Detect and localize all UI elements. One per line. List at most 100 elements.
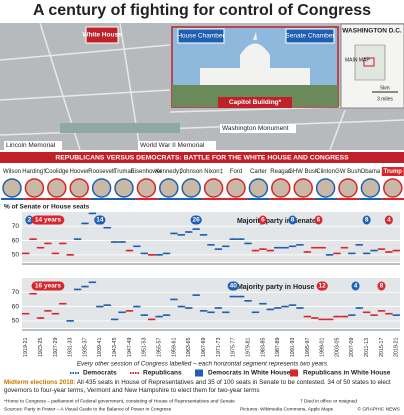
point	[98, 305, 101, 308]
party-bar	[269, 198, 293, 200]
x-tick-label: 1967-69	[201, 338, 207, 357]
point	[328, 318, 331, 321]
x-tick-label: 1995-97	[305, 338, 311, 357]
president-photo	[315, 178, 336, 198]
point	[395, 314, 398, 317]
point	[321, 246, 324, 249]
lincoln-memorial: Lincoln Memorial	[6, 142, 56, 149]
point	[54, 252, 57, 255]
annotation-box	[258, 215, 267, 225]
president-name: Coolidge	[45, 169, 69, 175]
point	[343, 315, 346, 318]
point	[106, 304, 109, 307]
point	[47, 242, 49, 245]
point	[32, 292, 35, 295]
inset-main: MAIN MAP	[345, 57, 370, 63]
x-tick-label: 1947-49	[127, 338, 133, 357]
label-box	[138, 141, 216, 150]
party-bar	[202, 198, 225, 200]
point	[387, 251, 390, 253]
president-photo	[271, 178, 291, 198]
note: Every other session of Congress labelled…	[77, 361, 328, 368]
annotation: 26	[193, 217, 201, 224]
point	[395, 249, 398, 252]
x-tick-label: 2015-17	[379, 338, 385, 357]
party-bar	[113, 198, 136, 200]
y-tick-label: 50	[12, 252, 20, 259]
point	[380, 309, 383, 312]
point	[336, 315, 338, 318]
president-photo	[69, 178, 89, 198]
annotation: 16 years	[35, 283, 61, 290]
x-tick-label: 2011-13	[364, 338, 370, 357]
annotation-box	[362, 215, 371, 225]
inset-title: WASHINGTON D.C.	[342, 28, 402, 35]
banner-text: REPUBLICANS VERSUS DEMOCRATS: BATTLE FOR…	[55, 154, 349, 161]
label-box	[285, 28, 335, 44]
president-photo	[383, 178, 403, 198]
point	[358, 307, 361, 309]
point	[336, 252, 338, 255]
point	[276, 307, 279, 309]
x-tick-label: 1963-65	[186, 338, 192, 357]
point	[373, 314, 375, 317]
party-bar	[225, 198, 248, 200]
president-name: Reagan	[270, 169, 291, 175]
president-photo	[91, 178, 112, 198]
point	[365, 252, 368, 255]
point	[150, 318, 153, 321]
annotation: 2	[28, 217, 32, 224]
party-bar	[135, 198, 158, 200]
annotation: 14 years	[35, 217, 61, 224]
chart-title: Majority party in House	[237, 284, 315, 291]
annotation: 8	[365, 217, 369, 224]
scale-mi: 3 miles	[377, 96, 393, 102]
x-tick-label: 1991-93	[290, 338, 296, 357]
point	[195, 228, 198, 231]
president-photo	[136, 178, 157, 198]
point	[210, 243, 212, 246]
point	[261, 302, 264, 305]
point	[350, 252, 353, 255]
inset-marker	[363, 57, 375, 67]
annotation: 8	[380, 283, 384, 290]
point	[121, 311, 123, 314]
president-photo	[248, 178, 269, 198]
point	[24, 252, 27, 255]
point	[313, 246, 316, 249]
x-tick-label: 1975-77	[231, 338, 237, 357]
annotation: 14	[96, 217, 104, 224]
point	[254, 311, 257, 314]
annotation-box	[190, 215, 202, 225]
point	[187, 307, 190, 309]
point	[173, 298, 175, 301]
president-name: Clinton	[316, 169, 335, 175]
x-tick-label: 1983-85	[260, 338, 266, 357]
point	[69, 319, 72, 322]
x-tick-label: 1943-45	[112, 338, 118, 357]
president-name: Carter	[250, 169, 267, 175]
midterm: Midterm elections 2018: All 435 seats in…	[4, 379, 400, 394]
party-bar	[247, 198, 270, 200]
president-photo	[226, 178, 246, 198]
point	[299, 307, 301, 309]
president-photo	[2, 178, 22, 198]
point	[91, 281, 94, 284]
president-name: Hoover	[70, 169, 89, 175]
point	[291, 304, 294, 307]
point	[113, 241, 116, 243]
capitol-building	[200, 32, 310, 85]
x-tick-label: 1955-57	[157, 338, 163, 357]
midterm-text: All 435 seats in House of Representative…	[4, 379, 391, 394]
point	[269, 249, 272, 252]
x-tick-label: 1959-61	[171, 338, 177, 357]
scale-km: 5km	[380, 85, 389, 91]
annotation-box	[31, 281, 65, 291]
point	[39, 246, 42, 249]
president-name: Wilson	[3, 169, 21, 175]
president-photo	[24, 178, 45, 198]
point	[143, 252, 146, 255]
point	[91, 212, 94, 215]
point	[276, 246, 279, 249]
